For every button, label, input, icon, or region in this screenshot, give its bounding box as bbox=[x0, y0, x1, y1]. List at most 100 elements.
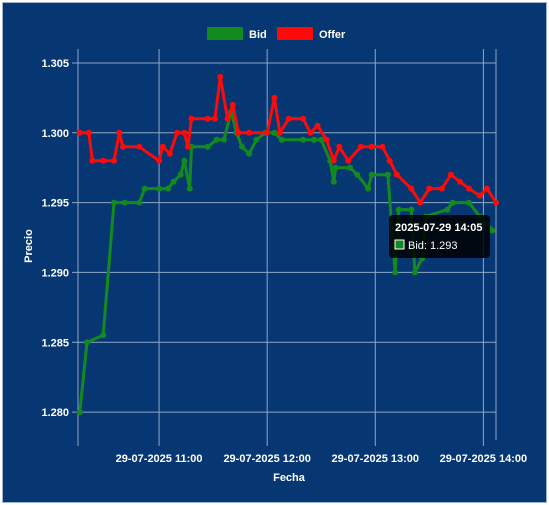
data-point-offer[interactable] bbox=[393, 171, 400, 178]
data-point-offer[interactable] bbox=[156, 157, 163, 164]
data-point-offer[interactable] bbox=[345, 157, 352, 164]
tooltip-background bbox=[389, 215, 490, 258]
data-point-offer[interactable] bbox=[285, 115, 292, 122]
data-point-bid[interactable] bbox=[136, 199, 143, 206]
data-point-offer[interactable] bbox=[235, 129, 242, 136]
data-point-bid[interactable] bbox=[347, 164, 354, 171]
data-point-offer[interactable] bbox=[271, 94, 278, 101]
data-point-bid[interactable] bbox=[444, 206, 451, 213]
data-point-bid[interactable] bbox=[318, 136, 325, 143]
data-point-bid[interactable] bbox=[121, 199, 128, 206]
legend-item-offer[interactable]: Offer bbox=[277, 27, 346, 41]
grid-lines bbox=[72, 49, 497, 446]
data-point-bid[interactable] bbox=[408, 206, 415, 213]
data-point-offer[interactable] bbox=[204, 115, 211, 122]
data-point-offer[interactable] bbox=[336, 143, 343, 150]
data-point-bid[interactable] bbox=[177, 171, 184, 178]
data-point-bid[interactable] bbox=[278, 136, 285, 143]
x-tick-label: 29-07-2025 11:00 bbox=[116, 453, 203, 465]
data-point-bid[interactable] bbox=[354, 171, 361, 178]
data-point-bid[interactable] bbox=[300, 136, 307, 143]
data-point-offer[interactable] bbox=[493, 199, 499, 206]
data-point-offer[interactable] bbox=[184, 143, 191, 150]
data-point-bid[interactable] bbox=[76, 409, 83, 416]
data-point-bid[interactable] bbox=[330, 178, 337, 185]
data-point-offer[interactable] bbox=[438, 185, 445, 192]
data-point-bid[interactable] bbox=[84, 339, 90, 346]
data-point-bid[interactable] bbox=[365, 185, 372, 192]
data-point-offer[interactable] bbox=[466, 185, 472, 192]
data-point-bid[interactable] bbox=[213, 136, 220, 143]
data-point-offer[interactable] bbox=[457, 178, 463, 185]
data-point-bid[interactable] bbox=[384, 171, 391, 178]
data-point-offer[interactable] bbox=[85, 129, 92, 136]
data-point-bid[interactable] bbox=[332, 164, 339, 171]
data-point-offer[interactable] bbox=[307, 129, 314, 136]
x-tick-label: 29-07-2025 13:00 bbox=[332, 453, 419, 465]
data-point-offer[interactable] bbox=[417, 199, 424, 206]
data-point-offer[interactable] bbox=[174, 129, 181, 136]
data-point-offer[interactable] bbox=[246, 129, 253, 136]
data-point-bid[interactable] bbox=[156, 185, 163, 192]
y-tick-label: 1.300 bbox=[41, 128, 69, 140]
data-point-offer[interactable] bbox=[314, 122, 321, 129]
data-point-bid[interactable] bbox=[100, 332, 107, 339]
data-point-bid[interactable] bbox=[392, 269, 399, 276]
data-point-bid[interactable] bbox=[368, 171, 375, 178]
data-point-offer[interactable] bbox=[111, 157, 117, 164]
data-point-bid[interactable] bbox=[239, 143, 245, 150]
data-point-offer[interactable] bbox=[136, 143, 143, 150]
data-point-offer[interactable] bbox=[181, 129, 188, 136]
data-point-bid[interactable] bbox=[204, 143, 211, 150]
data-point-offer[interactable] bbox=[159, 143, 166, 150]
data-point-offer[interactable] bbox=[229, 101, 236, 108]
data-point-offer[interactable] bbox=[386, 157, 393, 164]
data-point-offer[interactable] bbox=[276, 129, 283, 136]
data-point-offer[interactable] bbox=[426, 185, 433, 192]
data-point-bid[interactable] bbox=[186, 185, 193, 192]
data-point-offer[interactable] bbox=[379, 143, 386, 150]
data-point-bid[interactable] bbox=[181, 157, 188, 164]
data-point-offer[interactable] bbox=[211, 115, 218, 122]
data-point-offer[interactable] bbox=[166, 150, 173, 157]
data-point-bid[interactable] bbox=[165, 185, 172, 192]
data-point-offer[interactable] bbox=[120, 143, 126, 150]
x-axis-ticks: 29-07-2025 11:00 29-07-2025 12:00 29-07-20… bbox=[116, 453, 527, 465]
data-point-bid[interactable] bbox=[411, 269, 418, 276]
data-point-offer[interactable] bbox=[264, 129, 271, 136]
legend-item-bid[interactable]: Bid bbox=[207, 27, 267, 41]
data-point-bid[interactable] bbox=[246, 150, 253, 157]
data-point-offer[interactable] bbox=[330, 157, 337, 164]
data-point-offer[interactable] bbox=[484, 185, 490, 192]
data-point-offer[interactable] bbox=[408, 185, 415, 192]
data-point-offer[interactable] bbox=[357, 143, 364, 150]
data-point-offer[interactable] bbox=[76, 129, 83, 136]
data-point-offer[interactable] bbox=[368, 143, 375, 150]
data-point-bid[interactable] bbox=[111, 199, 117, 206]
data-point-offer[interactable] bbox=[188, 115, 195, 122]
series-bid bbox=[76, 108, 496, 416]
data-point-offer[interactable] bbox=[217, 73, 224, 80]
legend-label-offer: Offer bbox=[319, 29, 346, 41]
data-point-offer[interactable] bbox=[300, 115, 307, 122]
data-point-bid[interactable] bbox=[466, 199, 472, 206]
data-point-offer[interactable] bbox=[323, 136, 330, 143]
data-point-offer[interactable] bbox=[476, 192, 483, 199]
data-point-bid[interactable] bbox=[220, 136, 227, 143]
y-tick-label: 1.285 bbox=[41, 337, 69, 349]
data-point-bid[interactable] bbox=[253, 136, 260, 143]
data-point-offer[interactable] bbox=[116, 129, 123, 136]
data-point-bid[interactable] bbox=[395, 206, 402, 213]
data-point-bid[interactable] bbox=[489, 227, 496, 234]
data-point-bid[interactable] bbox=[271, 129, 278, 136]
data-point-offer[interactable] bbox=[89, 157, 96, 164]
data-point-offer[interactable] bbox=[448, 171, 454, 178]
series-line-bid bbox=[78, 110, 494, 413]
data-point-offer[interactable] bbox=[224, 115, 231, 122]
data-point-bid[interactable] bbox=[170, 178, 177, 185]
data-point-offer[interactable] bbox=[100, 157, 107, 164]
data-point-bid[interactable] bbox=[141, 185, 148, 192]
data-point-bid[interactable] bbox=[311, 136, 317, 143]
data-point-bid[interactable] bbox=[449, 199, 456, 206]
